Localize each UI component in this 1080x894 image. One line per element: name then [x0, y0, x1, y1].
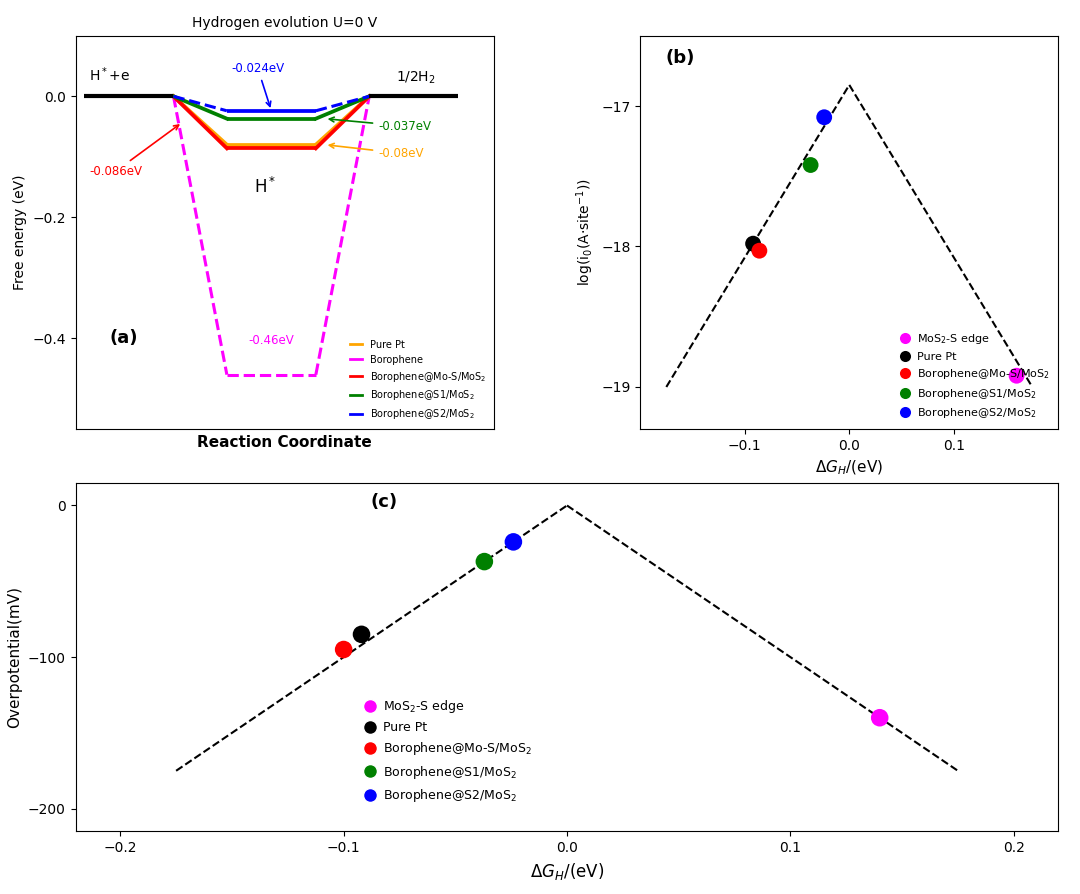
Title: Hydrogen evolution U=0 V: Hydrogen evolution U=0 V	[192, 16, 377, 30]
Text: -0.08eV: -0.08eV	[329, 143, 423, 160]
X-axis label: $\Delta G_{H}$/(eV): $\Delta G_{H}$/(eV)	[815, 459, 883, 477]
Legend: MoS$_2$-S edge, Pure Pt, Borophene@Mo-S/MoS$_2$, Borophene@S1/MoS$_2$, Borophene: MoS$_2$-S edge, Pure Pt, Borophene@Mo-S/…	[363, 695, 536, 808]
X-axis label: $\Delta G_{H}$/(eV): $\Delta G_{H}$/(eV)	[530, 861, 604, 881]
Point	[751, 243, 768, 257]
Text: -0.086eV: -0.086eV	[89, 125, 178, 178]
Point	[475, 554, 492, 569]
Text: H$^*$+e: H$^*$+e	[89, 65, 130, 84]
Point	[353, 628, 370, 642]
Text: -0.024eV: -0.024eV	[231, 62, 284, 106]
Text: (a): (a)	[109, 329, 137, 347]
Text: 1/2H$_2$: 1/2H$_2$	[396, 69, 435, 86]
Point	[815, 110, 833, 124]
Text: H$^*$: H$^*$	[254, 177, 276, 197]
Y-axis label: log(i$_0$(A$\cdot$site$^{-1}$)): log(i$_0$(A$\cdot$site$^{-1}$))	[573, 179, 595, 286]
Point	[504, 535, 522, 549]
Text: (b): (b)	[665, 49, 694, 67]
Y-axis label: Free energy (eV): Free energy (eV)	[13, 174, 27, 291]
Legend: MoS$_2$-S edge, Pure Pt, Borophene@Mo-S/MoS$_2$, Borophene@S1/MoS$_2$, Borophene: MoS$_2$-S edge, Pure Pt, Borophene@Mo-S/…	[899, 329, 1053, 424]
Text: -0.46eV: -0.46eV	[248, 334, 294, 348]
Point	[802, 158, 820, 173]
Legend: Pure Pt, Borophene, Borophene@Mo-S/MoS$_2$, Borophene@S1/MoS$_2$, Borophene@S2/M: Pure Pt, Borophene, Borophene@Mo-S/MoS$_…	[347, 337, 489, 425]
Y-axis label: Overpotential(mV): Overpotential(mV)	[8, 586, 23, 728]
Point	[744, 237, 761, 251]
Text: -0.037eV: -0.037eV	[329, 117, 431, 132]
Text: (c): (c)	[370, 493, 397, 511]
Point	[1008, 368, 1025, 383]
Point	[872, 711, 889, 725]
X-axis label: Reaction Coordinate: Reaction Coordinate	[198, 434, 373, 450]
Point	[335, 643, 352, 657]
